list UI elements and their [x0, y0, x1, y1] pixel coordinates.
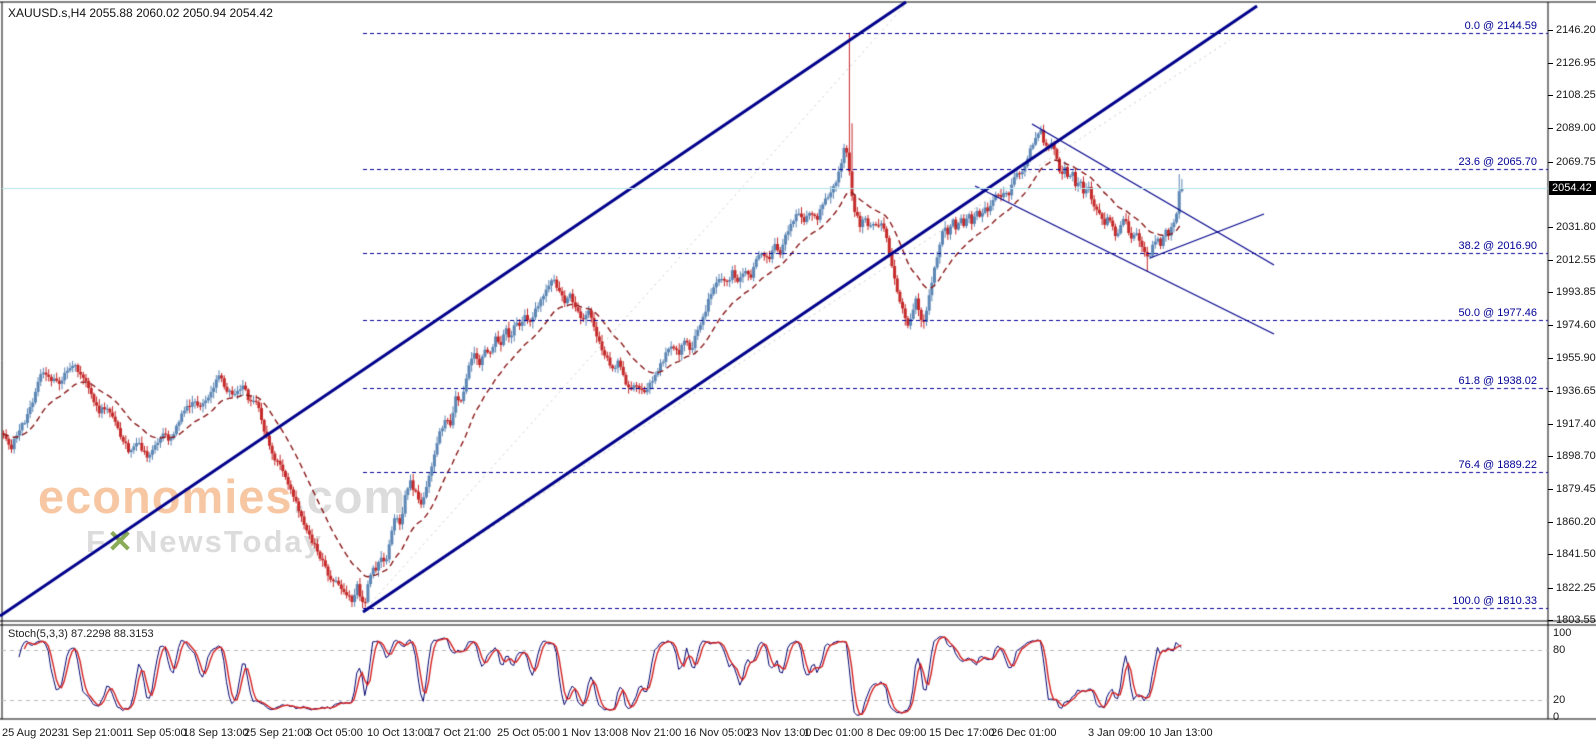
date-tick-label: 8 Nov 21:00 — [622, 727, 682, 739]
price-tick-label: 1860.20 — [1556, 516, 1596, 529]
price-tick-mark — [1548, 30, 1553, 31]
price-tick-mark — [1548, 226, 1553, 228]
price-tick-mark — [1548, 292, 1553, 294]
fib-level-label: 50.0 @ 1977.46 — [1458, 307, 1537, 320]
price-tick-label: 1917.40 — [1556, 417, 1596, 430]
price-tick-label: 2012.55 — [1556, 254, 1596, 267]
date-tick-label: 25 Aug 2023 — [2, 727, 64, 739]
price-tick-mark — [1548, 522, 1553, 524]
stochastic-indicator-label: Stoch(5,3,3) 87.2298 88.3153 — [8, 628, 154, 640]
fib-level-label: 38.2 @ 2016.90 — [1458, 239, 1537, 252]
stoch-scale-label: 100 — [1553, 627, 1572, 639]
date-tick-label: 18 Sep 13:00 — [183, 727, 249, 739]
fib-level-label: 100.0 @ 1810.33 — [1452, 595, 1537, 608]
price-tick-label: 2146.20 — [1556, 24, 1596, 36]
fib-level-label: 23.6 @ 2065.70 — [1458, 155, 1537, 168]
chart-symbol-title: XAUUSD.s,H4 2055.88 2060.02 2050.94 2054… — [8, 6, 273, 20]
price-tick-label: 1822.25 — [1556, 581, 1596, 594]
fib-level-label: 61.8 @ 1938.02 — [1458, 375, 1537, 388]
date-tick-label: 17 Oct 21:00 — [428, 727, 491, 739]
stoch-scale-label: 0 — [1553, 711, 1560, 723]
date-tick-label: 3 Oct 05:00 — [306, 727, 363, 739]
date-tick-label: 25 Sep 21:00 — [244, 727, 310, 739]
price-tick-label: 2108.25 — [1556, 89, 1596, 102]
price-tick-mark — [1548, 390, 1553, 392]
price-tick-label: 2069.75 — [1556, 155, 1596, 168]
fib-level-label: 0.0 @ 2144.59 — [1464, 19, 1537, 32]
date-tick-label: 11 Sep 05:00 — [122, 727, 187, 739]
stoch-scale-label: 80 — [1553, 643, 1566, 656]
price-tick-mark — [1548, 619, 1553, 621]
price-tick-label: 1936.65 — [1556, 384, 1596, 397]
fib-level-label: 76.4 @ 1889.22 — [1458, 459, 1537, 472]
date-tick-label: 15 Dec 17:00 — [929, 727, 995, 739]
stoch-scale-label: 20 — [1553, 694, 1566, 707]
date-tick-label: 1 Dec 01:00 — [804, 727, 864, 739]
price-tick-mark — [1548, 63, 1553, 65]
date-tick-label: 25 Oct 05:00 — [497, 727, 560, 739]
current-price-tag: 2054.42 — [1549, 181, 1596, 195]
date-tick-label: 23 Nov 13:00 — [746, 727, 812, 739]
date-tick-label: 10 Oct 13:00 — [367, 727, 430, 739]
price-tick-mark — [1548, 128, 1553, 130]
price-tick-mark — [1548, 95, 1553, 97]
price-tick-mark — [1548, 260, 1553, 262]
price-tick-label: 1898.70 — [1556, 449, 1596, 462]
price-tick-mark — [1548, 325, 1553, 327]
price-tick-mark — [1548, 554, 1553, 556]
price-tick-label: 1841.50 — [1556, 548, 1596, 561]
date-tick-label: 26 Dec 01:00 — [991, 727, 1057, 739]
price-tick-mark — [1548, 357, 1553, 359]
price-tick-label: 2126.95 — [1556, 57, 1596, 70]
price-tick-label: 1974.60 — [1556, 319, 1596, 332]
price-tick-label: 1993.85 — [1556, 286, 1596, 299]
price-tick-mark — [1548, 161, 1553, 163]
date-tick-label: 10 Jan 13:00 — [1149, 727, 1213, 739]
price-tick-label: 1803.55 — [1556, 613, 1596, 626]
date-tick-label: 1 Nov 13:00 — [562, 727, 622, 739]
date-tick-label: 16 Nov 05:00 — [684, 727, 750, 739]
price-tick-mark — [1548, 489, 1553, 491]
date-tick-label: 3 Jan 09:00 — [1088, 727, 1146, 739]
price-tick-mark — [1548, 587, 1553, 589]
price-tick-mark — [1548, 455, 1553, 457]
date-tick-label: 1 Sep 21:00 — [63, 727, 123, 739]
price-tick-mark — [1548, 423, 1553, 425]
price-tick-label: 2089.00 — [1556, 122, 1596, 135]
price-tick-label: 2031.80 — [1556, 220, 1596, 233]
date-tick-label: 8 Dec 09:00 — [867, 727, 927, 739]
price-tick-label: 1955.90 — [1556, 351, 1596, 364]
price-tick-label: 1879.45 — [1556, 483, 1596, 496]
